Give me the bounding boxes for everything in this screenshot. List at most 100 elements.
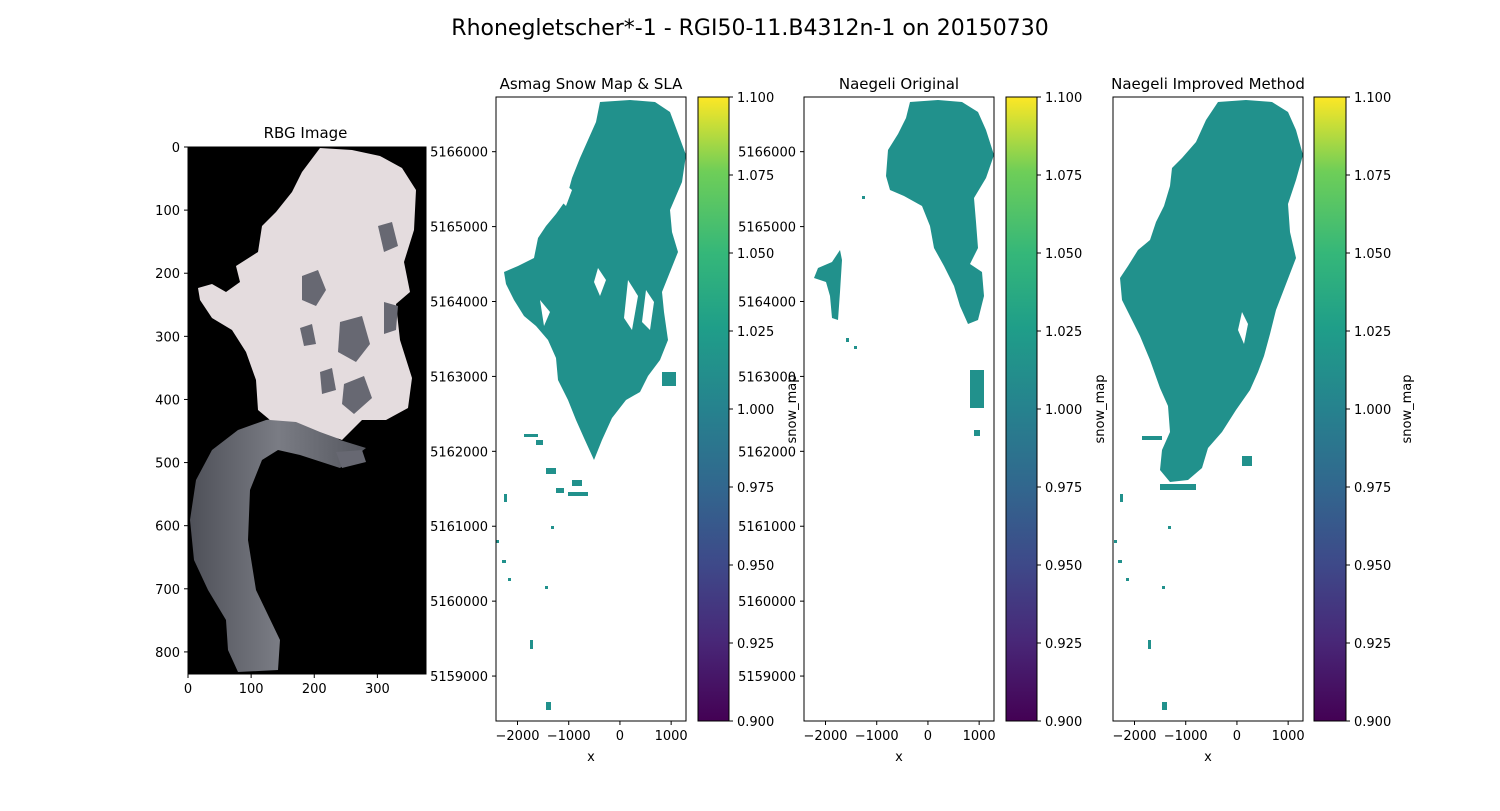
glacier-tongue (190, 415, 366, 672)
impr-colorbar-tick-label: 1.075 (1354, 169, 1391, 184)
rgb-ytick-label: 200 (155, 267, 180, 282)
asmag-axes-frame (495, 96, 687, 722)
naegeli-improved-panel: Naegeli Improved Method −2000 −1000 0 1000 … (1111, 75, 1415, 765)
rgb-xtick-label: 0 (184, 682, 192, 697)
impr-xtick-label: −2000 (1113, 729, 1157, 744)
asmag-colorbar-tick-label: 1.100 (737, 91, 774, 106)
rock-outcrops (300, 222, 398, 468)
naeg-colorbar-tick-label: 0.925 (1045, 637, 1082, 652)
naeg-xtick-label: 0 (924, 729, 932, 744)
asmag-panel: Asmag Snow Map & SLA (430, 75, 800, 765)
rgb-ytick-label: 300 (155, 330, 180, 345)
rgb-ytick-label: 100 (155, 204, 180, 219)
asmag-colorbar (697, 96, 730, 722)
naeg-colorbar-tick-label: 1.050 (1045, 247, 1082, 262)
asmag-ytick-label: 5165000 (430, 221, 488, 236)
rgb-axes-frame (187, 146, 427, 675)
asmag-colorbar-tick-label: 0.950 (737, 559, 774, 574)
asmag-ytick-label: 5164000 (430, 296, 488, 311)
asmag-ytick-label: 5162000 (430, 445, 488, 460)
impr-colorbar-tick-label: 0.925 (1354, 637, 1391, 652)
naeg-xtick-label: −2000 (804, 729, 848, 744)
impr-xtick-label: −1000 (1164, 729, 1208, 744)
rgb-ytick-label: 500 (155, 457, 180, 472)
rgb-ytick-label: 800 (155, 646, 180, 661)
naegeli-improved-title: Naegeli Improved Method (1111, 75, 1305, 93)
impr-colorbar-tick-label: 1.025 (1354, 325, 1391, 340)
naeg-ytick-label: 5162000 (738, 445, 796, 460)
naegeli-original-snow-cells (814, 100, 994, 436)
asmag-ytick-label: 5161000 (430, 520, 488, 535)
asmag-xtick-label: −2000 (496, 729, 540, 744)
naeg-xtick-label: −1000 (855, 729, 899, 744)
naeg-ytick-label: 5163000 (738, 370, 796, 385)
naegeli-improved-snow-cells (1114, 100, 1303, 710)
naeg-colorbar-tick-label: 1.075 (1045, 169, 1082, 184)
rgb-panel-title: RBG Image (264, 124, 348, 142)
naeg-ytick-label: 5160000 (738, 595, 796, 610)
naegeli-original-colorbar-ticks: 1.100 1.075 1.050 1.025 1.000 0.975 0.950 0.925… (1037, 91, 1082, 730)
naegeli-original-title: Naegeli Original (839, 75, 959, 93)
naegeli-improved-colorbar-ticks: 1.100 1.075 1.050 1.025 1.000 0.975 0.950 0.925… (1346, 91, 1391, 730)
impr-colorbar-tick-label: 0.975 (1354, 481, 1391, 496)
naegeli-original-xlabel: x (895, 750, 903, 765)
rgb-ytick-label: 600 (155, 520, 180, 535)
naeg-colorbar-tick-label: 0.975 (1045, 481, 1082, 496)
impr-colorbar-tick-label: 1.100 (1354, 91, 1391, 106)
naeg-ytick-label: 5164000 (738, 296, 796, 311)
naegeli-original-snow-main (886, 100, 994, 324)
naeg-ytick-label: 5166000 (738, 146, 796, 161)
rgb-xtick-label: 300 (365, 682, 390, 697)
rgb-xtick-label: 200 (302, 682, 327, 697)
naeg-ytick-label: 5159000 (738, 670, 796, 685)
asmag-ticks: −2000 −1000 0 1000 5166000 5165000 5164000 5163… (430, 146, 688, 744)
naegeli-improved-ticks: −2000 −1000 0 1000 (1113, 721, 1305, 744)
naeg-colorbar-tick-label: 1.100 (1045, 91, 1082, 106)
figure-title: Rhonegletscher*-1 - RGI50-11.B4312n-1 on… (451, 16, 1048, 41)
asmag-ytick-label: 5166000 (430, 146, 488, 161)
impr-xtick-label: 0 (1233, 729, 1241, 744)
asmag-xtick-label: −1000 (547, 729, 591, 744)
asmag-panel-title: Asmag Snow Map & SLA (500, 75, 684, 93)
naegeli-original-colorbar (1005, 96, 1038, 722)
asmag-xtick-label: 0 (616, 729, 624, 744)
rgb-ticks: 0 100 200 300 0 100 200 300 400 500 600 700 800 (155, 141, 390, 697)
naeg-colorbar-tick-label: 1.025 (1045, 325, 1082, 340)
naegeli-improved-xlabel: x (1204, 750, 1212, 765)
impr-colorbar-tick-label: 0.900 (1354, 715, 1391, 730)
rgb-ytick-label: 700 (155, 583, 180, 598)
asmag-ytick-label: 5160000 (430, 595, 488, 610)
naeg-ytick-label: 5161000 (738, 520, 796, 535)
naeg-xtick-label: 1000 (963, 729, 996, 744)
asmag-ytick-label: 5163000 (430, 370, 488, 385)
impr-colorbar-tick-label: 0.950 (1354, 559, 1391, 574)
asmag-colorbar-ticks: 1.100 1.075 1.050 1.025 1.000 0.975 0.950 0.925… (729, 91, 774, 730)
asmag-colorbar-tick-label: 0.900 (737, 715, 774, 730)
rgb-ytick-label: 0 (172, 141, 180, 156)
asmag-xtick-label: 1000 (655, 729, 688, 744)
asmag-snow-gaps (540, 182, 654, 330)
asmag-colorbar-tick-label: 0.975 (737, 481, 774, 496)
naegeli-original-axes-frame (803, 96, 995, 722)
naegeli-improved-snow-main (1120, 100, 1303, 482)
impr-xtick-label: 1000 (1272, 729, 1305, 744)
rgb-xtick-label: 100 (239, 682, 264, 697)
naegeli-improved-colorbar-label: snow_map (1400, 375, 1415, 444)
asmag-ytick-label: 5159000 (430, 670, 488, 685)
naegeli-improved-axes-frame (1112, 96, 1304, 722)
naeg-colorbar-tick-label: 1.000 (1045, 403, 1082, 418)
naeg-colorbar-tick-label: 0.950 (1045, 559, 1082, 574)
asmag-colorbar-label: snow_map (785, 375, 800, 444)
naegeli-improved-snow-gaps (1224, 312, 1248, 452)
asmag-colorbar-tick-label: 1.000 (737, 403, 774, 418)
naeg-colorbar-tick-label: 0.900 (1045, 715, 1082, 730)
rgb-ytick-label: 400 (155, 393, 180, 408)
asmag-colorbar-tick-label: 1.050 (737, 247, 774, 262)
naegeli-original-ticks: −2000 −1000 0 1000 5166000 5165000 5164000 5163… (738, 146, 996, 744)
naegeli-original-colorbar-label: snow_map (1093, 375, 1108, 444)
asmag-colorbar-tick-label: 1.075 (737, 169, 774, 184)
impr-colorbar-tick-label: 1.000 (1354, 403, 1391, 418)
asmag-xlabel: x (587, 750, 595, 765)
naegeli-original-panel: Naegeli Original −2000 −1000 0 1000 5166000 5… (738, 75, 1108, 765)
